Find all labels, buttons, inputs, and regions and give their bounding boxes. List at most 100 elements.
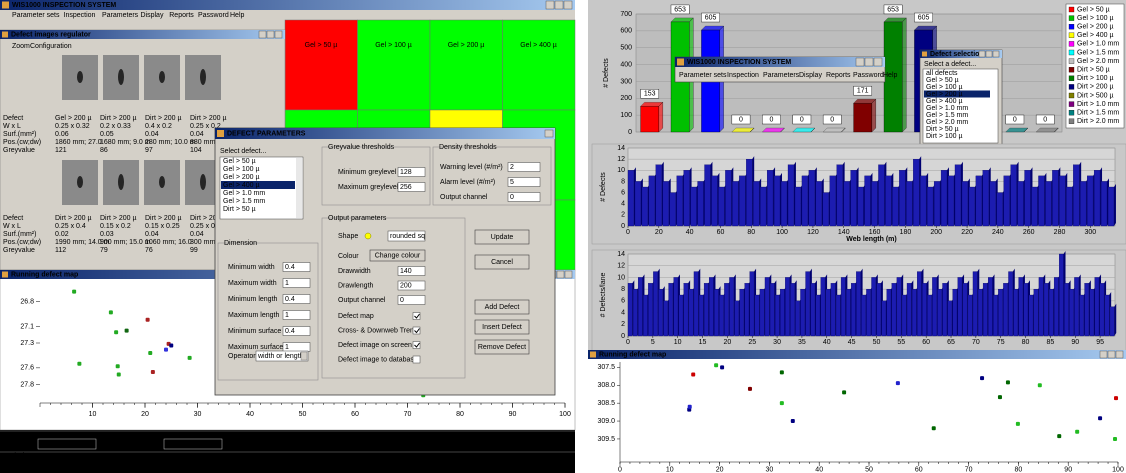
menu-item[interactable]: Configuration xyxy=(30,43,72,50)
bar xyxy=(1107,186,1115,227)
button[interactable] xyxy=(474,339,530,355)
web-field: Speed: xyxy=(6,462,28,469)
legend-swatch xyxy=(1068,92,1075,99)
list-item[interactable]: Gel > 2.0 mm xyxy=(926,119,968,126)
x-tick-label: 45 xyxy=(848,339,856,346)
menu-item[interactable]: Parameters xyxy=(102,12,139,19)
legend-label: Gel > 1.0 mm xyxy=(1077,41,1119,48)
list-item[interactable]: Gel > 1.0 mm xyxy=(223,190,265,197)
list-item[interactable]: Gel > 1.5 mm xyxy=(223,198,265,205)
menu-item[interactable]: Reports xyxy=(826,72,851,79)
list-item[interactable]: Gel > 1.5 mm xyxy=(926,112,968,119)
row-label: Greyvalue xyxy=(3,247,35,254)
list-item[interactable]: Gel > 200 µ xyxy=(926,91,963,98)
bar xyxy=(698,294,704,337)
input[interactable] xyxy=(507,192,541,202)
button[interactable] xyxy=(474,254,530,270)
value-label: 653 xyxy=(674,6,686,13)
button[interactable] xyxy=(474,319,530,335)
window-button[interactable] xyxy=(556,270,565,279)
window-button[interactable] xyxy=(985,50,993,58)
value-label: 0 xyxy=(769,116,773,123)
window-button[interactable] xyxy=(1115,350,1124,359)
list-item[interactable]: Gel > 50 µ xyxy=(926,77,959,84)
checkbox[interactable] xyxy=(412,355,421,364)
menu-item[interactable]: Display xyxy=(141,12,164,19)
list-item[interactable]: Dirt > 100 µ xyxy=(926,133,963,140)
button[interactable] xyxy=(474,299,530,315)
menu-item[interactable]: Password xyxy=(853,72,884,79)
menu-item[interactable]: Password xyxy=(198,12,229,19)
button[interactable] xyxy=(474,229,530,245)
menu-item[interactable]: Parameter sets xyxy=(679,72,727,79)
window-button[interactable] xyxy=(274,30,283,39)
input[interactable] xyxy=(397,182,426,192)
bar xyxy=(962,283,968,337)
window-button[interactable] xyxy=(855,57,865,67)
window-button[interactable] xyxy=(864,57,874,67)
input[interactable] xyxy=(397,295,426,305)
input[interactable] xyxy=(507,177,541,187)
defect-list[interactable] xyxy=(922,68,999,144)
list-item[interactable]: Gel > 200 µ xyxy=(223,174,260,181)
button[interactable] xyxy=(369,249,426,262)
window-button[interactable] xyxy=(545,0,555,10)
input[interactable] xyxy=(282,326,311,336)
input[interactable] xyxy=(282,278,311,288)
y-tick-label: 400 xyxy=(620,61,632,68)
input[interactable] xyxy=(397,266,426,276)
bar xyxy=(815,181,822,227)
window-button[interactable] xyxy=(563,0,573,10)
menu-item[interactable]: Parameters xyxy=(763,72,800,79)
bar xyxy=(825,288,831,337)
list-item[interactable]: Gel > 100 µ xyxy=(926,84,963,91)
web-field: 3.25 xyxy=(40,462,54,469)
window-button[interactable] xyxy=(266,30,275,39)
select[interactable] xyxy=(387,230,426,242)
field-label: Output channel xyxy=(338,297,386,304)
input[interactable] xyxy=(282,262,311,272)
menu-item[interactable]: Parameter sets xyxy=(12,12,60,19)
input[interactable] xyxy=(282,310,311,320)
checkbox[interactable] xyxy=(412,312,421,320)
input[interactable] xyxy=(507,162,541,172)
list-item[interactable]: Gel > 400 µ xyxy=(926,98,963,105)
list-item[interactable]: Dirt > 50 µ xyxy=(926,126,959,133)
input[interactable] xyxy=(282,294,311,304)
list-item[interactable]: Gel > 400 µ xyxy=(223,182,260,189)
menu-item[interactable]: Display xyxy=(799,72,822,79)
bar xyxy=(993,294,998,337)
title-bar xyxy=(675,57,885,67)
menu-item[interactable]: Reports xyxy=(169,12,194,19)
window-button[interactable] xyxy=(1099,350,1108,359)
list-item[interactable]: Gel > 50 µ xyxy=(223,158,256,165)
list-item[interactable]: Gel > 1.0 mm xyxy=(926,105,968,112)
menu-item[interactable]: Help xyxy=(230,12,245,19)
bar xyxy=(801,175,808,227)
window-button[interactable] xyxy=(564,270,573,279)
input[interactable] xyxy=(397,167,426,177)
list-item[interactable]: Dirt > 50 µ xyxy=(223,206,256,213)
close-button[interactable] xyxy=(544,129,554,138)
title-bar xyxy=(0,30,285,39)
checkbox[interactable] xyxy=(412,326,421,335)
list-item[interactable]: all defects xyxy=(926,70,958,77)
checkbox[interactable] xyxy=(412,341,421,349)
select[interactable] xyxy=(255,350,309,362)
window-button[interactable] xyxy=(1107,350,1116,359)
window-button[interactable] xyxy=(992,50,1000,58)
legend-label: Dirt > 50 µ xyxy=(1077,67,1110,74)
input[interactable] xyxy=(397,280,426,291)
menu-item[interactable]: Inspection xyxy=(727,72,759,79)
group-title: Density thresholds xyxy=(439,144,497,151)
web-field: 1940.0 xyxy=(265,462,287,469)
window-button[interactable] xyxy=(554,0,564,10)
window-button[interactable] xyxy=(258,30,267,39)
list-item[interactable]: Gel > 100 µ xyxy=(223,166,260,173)
menu-item[interactable]: Inspection xyxy=(64,12,96,19)
window-button[interactable] xyxy=(873,57,883,67)
menu-item[interactable]: Zoom xyxy=(12,43,30,50)
defect-point xyxy=(1015,421,1020,426)
window-button[interactable] xyxy=(978,50,986,58)
menu-item[interactable]: Help xyxy=(883,72,898,79)
